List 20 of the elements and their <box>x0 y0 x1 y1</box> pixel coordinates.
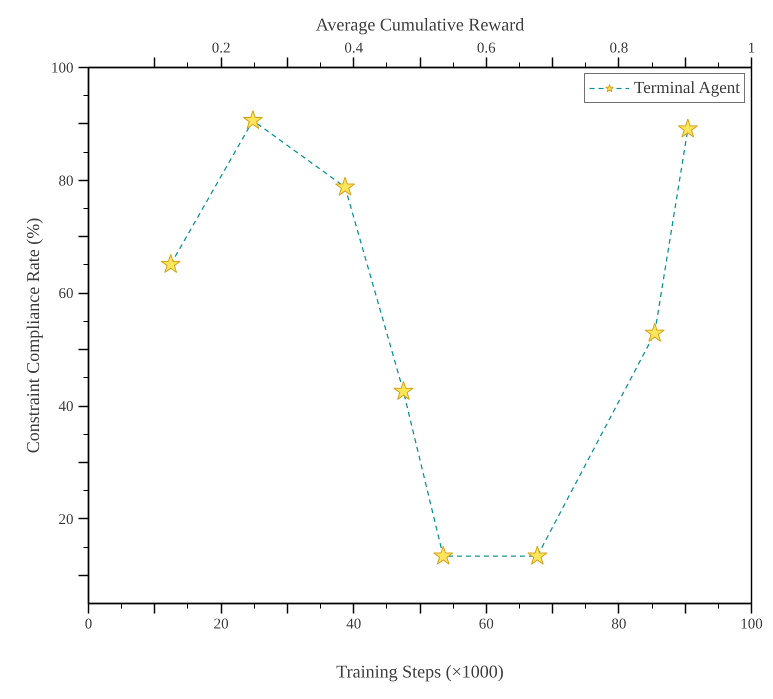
x2-tick-label: 0.2 <box>212 40 230 56</box>
x-tick-label: 20 <box>214 616 229 632</box>
x2-tick-label: 0.4 <box>344 40 364 56</box>
y-tick-label: 60 <box>58 286 74 302</box>
x2-tick-label: 1 <box>748 40 756 56</box>
x-tick-label: 40 <box>346 616 362 632</box>
y-tick-label: 100 <box>51 60 74 76</box>
y-tick-label: 40 <box>58 399 74 416</box>
y-tick-label: 20 <box>58 512 74 528</box>
legend-label: Terminal Agent <box>634 78 740 98</box>
x-tick-label: 0 <box>84 616 92 632</box>
x2-tick-label: 0.8 <box>610 40 628 56</box>
y-axis-title: Constraint Compliance Rate (%) <box>23 218 43 454</box>
x2-axis-title: Average Cumulative Reward <box>316 14 524 34</box>
x-tick-label: 80 <box>611 616 626 632</box>
x-tick-label: 60 <box>478 616 494 632</box>
y-tick-label: 80 <box>58 173 74 190</box>
x-axis-title: Training Steps (×1000) <box>336 662 504 682</box>
x-tick-label: 100 <box>740 616 763 632</box>
x2-tick-label: 0.6 <box>476 40 496 56</box>
